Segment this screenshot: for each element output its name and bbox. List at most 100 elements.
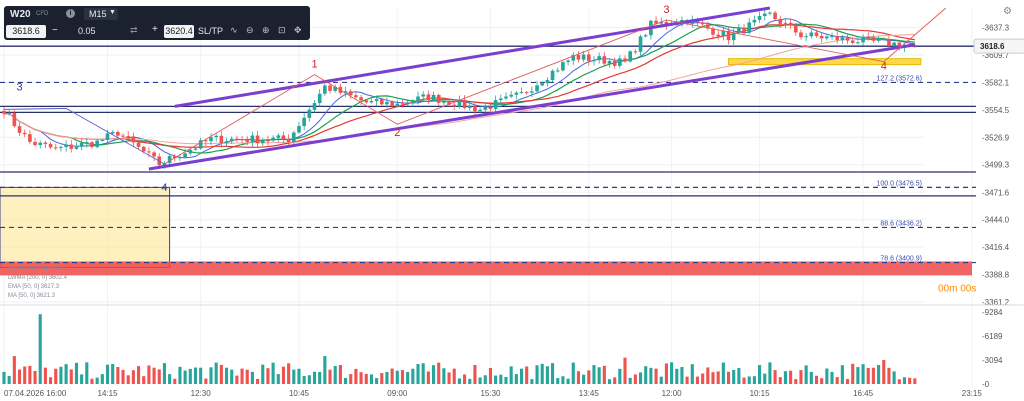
volume-bar (90, 378, 94, 384)
moving-average-line (3, 33, 915, 145)
bid-price-button[interactable]: 3618.6 (6, 25, 46, 38)
volume-bar (261, 364, 265, 384)
volume-bar (359, 372, 363, 384)
zoom-in-icon[interactable]: ⊕ (262, 25, 270, 35)
candle-body (317, 93, 322, 104)
volume-bar (732, 369, 736, 384)
volume-bar (256, 378, 260, 384)
volume-bar (95, 377, 99, 384)
candle-body (281, 135, 286, 140)
volume-bar (747, 376, 751, 384)
swap-icon[interactable]: ⇄ (130, 25, 138, 35)
candle-body (845, 37, 850, 41)
volume-bar (338, 365, 342, 384)
candle-body (229, 138, 234, 142)
candle-body (183, 153, 187, 158)
candle-body (224, 141, 229, 144)
volume-bar (514, 374, 518, 384)
volume-bar (468, 378, 472, 384)
volume-bar (856, 367, 860, 384)
candle-body (364, 100, 369, 103)
candle-body (43, 142, 48, 145)
zoom-out-icon[interactable]: ⊖ (246, 25, 254, 35)
candle-body (59, 147, 63, 149)
candle-body (467, 105, 472, 109)
volume-bar (659, 376, 663, 384)
volume-bar (473, 365, 477, 384)
volume-bar (390, 368, 394, 384)
fib-level-label: 100.0 (3476.5) (876, 180, 922, 187)
candle-body (209, 137, 213, 142)
candle-body (421, 94, 425, 97)
volume-bar (421, 363, 425, 384)
volume-bar (695, 376, 700, 384)
candle-body (333, 86, 338, 91)
time-label: 12:30 (191, 389, 212, 398)
candle-body (297, 126, 301, 133)
volume-bar (483, 375, 487, 384)
volume-bar (69, 369, 73, 384)
volume-bar (411, 368, 415, 384)
candle-body (607, 60, 612, 64)
candle-body (628, 51, 633, 62)
volume-bar (540, 363, 544, 384)
candle-body (400, 103, 405, 105)
candle-body (152, 152, 156, 157)
volume-bar (638, 372, 643, 384)
volume-bar (602, 365, 606, 384)
volume-bar (592, 365, 596, 384)
volume-bar (457, 378, 461, 384)
timeframe-select[interactable]: M15 ▼ (84, 8, 118, 20)
volume-bar (447, 372, 451, 384)
volume-bar (701, 373, 705, 384)
volume-bar (245, 369, 249, 384)
time-label: 09:00 (387, 389, 408, 398)
ask-price-button[interactable]: 3620.4 (164, 25, 194, 38)
volume-decrease-button[interactable]: − (52, 25, 58, 36)
volume-increase-button[interactable]: + (152, 24, 158, 35)
trend-channel[interactable] (3, 6, 947, 171)
volume-bar (380, 373, 384, 384)
candle-body (566, 60, 570, 63)
time-label: 15:30 (480, 389, 501, 398)
volume-bar (173, 378, 177, 384)
time-label: 10:45 (289, 389, 310, 398)
candle-body (488, 106, 493, 109)
volume-bar (183, 370, 187, 384)
screenshot-icon[interactable]: ⊡ (278, 25, 286, 35)
price-tick-label: -3416.4 (982, 243, 1010, 252)
volume-bar (902, 377, 907, 384)
candle-body (167, 156, 172, 164)
time-label: 14:15 (98, 389, 119, 398)
info-icon[interactable]: i (66, 9, 75, 18)
candle-body (514, 92, 519, 95)
candle-body (876, 39, 881, 41)
wave-path (164, 7, 947, 165)
move-icon[interactable]: ✥ (294, 25, 302, 35)
volume-bar (364, 373, 368, 384)
sl-tp-button[interactable]: SL/TP (198, 26, 224, 36)
price-axis: -3637.3 -3609.7 -3582.1 -3554.5 -3526.9 -3499… (938, 24, 1024, 307)
volume-bar (494, 375, 498, 384)
price-tick-label: -3582.1 (982, 78, 1010, 87)
volume-input[interactable]: 0.05 (78, 26, 96, 36)
candle-body (121, 135, 125, 137)
indicator-icon[interactable]: ∿ (230, 25, 238, 35)
candle-body (271, 137, 275, 141)
candle-body (654, 20, 658, 24)
volume-bar (535, 365, 539, 384)
candle-body (825, 36, 829, 39)
volume-bar (613, 377, 617, 384)
volume-bar (871, 367, 875, 384)
volume-bar (504, 376, 508, 384)
volume-bar (349, 374, 353, 384)
candle-body (571, 55, 576, 61)
candle-body (110, 131, 115, 134)
volume-bar (152, 367, 156, 384)
settings-icon[interactable]: ⚙ (1003, 6, 1012, 17)
candle-body (462, 99, 467, 109)
candle-body (172, 156, 177, 159)
time-label: 13:45 (579, 389, 600, 398)
volume-bar (509, 366, 513, 384)
